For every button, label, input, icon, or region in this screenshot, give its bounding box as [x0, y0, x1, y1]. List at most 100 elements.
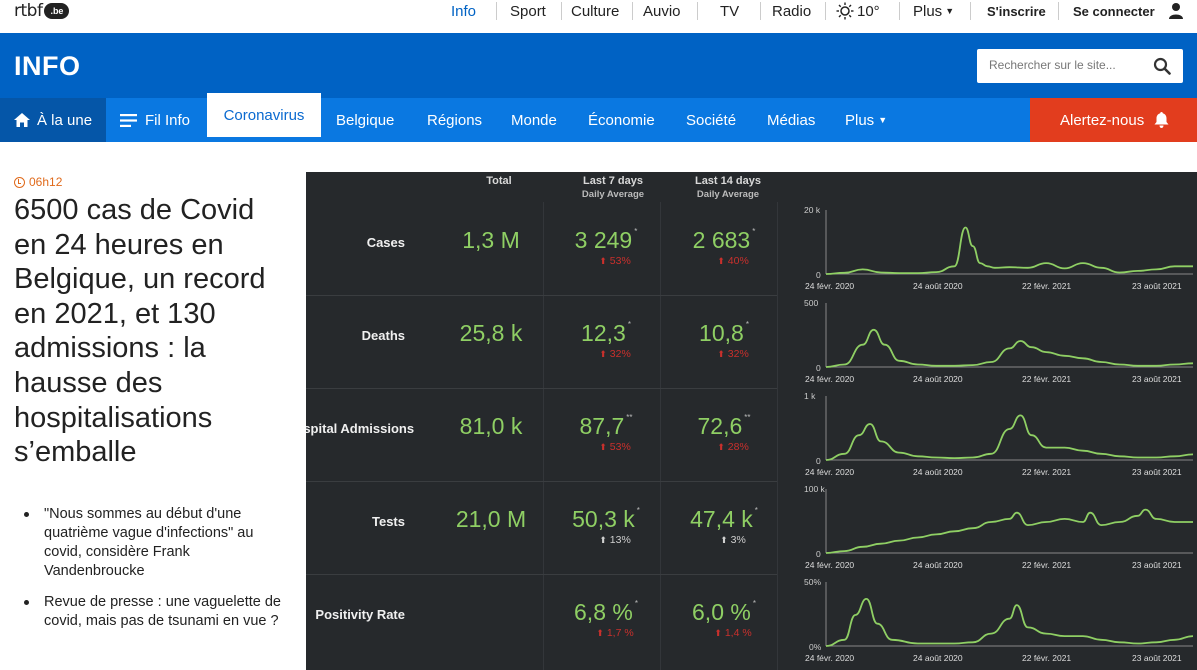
metric-change14: ⬆ 40%	[717, 255, 749, 267]
nav-belgique[interactable]: Belgique	[336, 111, 395, 129]
chart-x-label: 23 août 2021	[1132, 374, 1182, 384]
sun-icon	[836, 2, 854, 20]
chart-x-label: 22 févr. 2021	[1022, 281, 1072, 291]
top-nav-sport[interactable]: Sport	[510, 2, 546, 20]
chart-ymin: 0%	[809, 642, 822, 652]
metric-total: 1,3 M	[462, 227, 520, 253]
metric-change14: ⬆ 1,4 %	[714, 627, 752, 639]
divider	[899, 2, 900, 20]
nav-medias[interactable]: Médias	[767, 111, 816, 129]
chart-x-label: 23 août 2021	[1132, 560, 1182, 570]
top-nav-auvio[interactable]: Auvio	[643, 2, 681, 20]
top-nav-culture[interactable]: Culture	[571, 2, 620, 20]
up-arrow-icon: ⬆	[717, 442, 725, 452]
column-header-last-7: Last 7 days Daily Average	[581, 175, 645, 200]
top-nav-radio[interactable]: Radio	[772, 2, 812, 20]
divider	[970, 2, 971, 20]
top-nav-more[interactable]: Plus ▼	[913, 2, 955, 20]
chart-x-label: 24 août 2020	[913, 374, 963, 384]
metric-label: Tests	[372, 514, 405, 529]
chart-x-label: 24 févr. 2020	[805, 467, 855, 477]
nav-monde[interactable]: Monde	[511, 111, 557, 129]
metric-label: Positivity Rate	[315, 607, 405, 622]
up-arrow-icon: ⬆	[596, 628, 604, 638]
bell-icon	[1154, 112, 1169, 128]
chart-x-label: 24 févr. 2020	[805, 653, 855, 663]
column-header-last-14: Last 14 days Daily Average	[694, 175, 762, 200]
chart-series-line	[825, 328, 1194, 368]
chart-ymin: 0	[816, 363, 821, 373]
chart-x-label: 22 févr. 2021	[1022, 560, 1072, 570]
top-bar: rtbf .be Info Sport Culture Auvio TV Rad…	[0, 0, 1197, 33]
weather-widget[interactable]: 10°	[836, 0, 880, 22]
signup-link[interactable]: S'inscrire	[987, 3, 1046, 19]
covid-dashboard: Total Last 7 days Daily Average Last 14 d…	[306, 172, 1197, 670]
nav-regions[interactable]: Régions	[427, 111, 483, 129]
metric-avg7: 50,3 k *	[572, 506, 640, 532]
chart-x-label: 24 févr. 2020	[805, 374, 855, 384]
divider	[777, 202, 778, 670]
chart-x-label: 22 févr. 2021	[1022, 467, 1072, 477]
up-arrow-icon: ⬆	[717, 256, 725, 266]
nav-plus[interactable]: Plus ▼	[845, 111, 888, 129]
divider	[543, 202, 544, 670]
top-nav-tv[interactable]: TV	[720, 2, 740, 20]
chart-x-label: 24 août 2020	[913, 467, 963, 477]
nav-a-la-une[interactable]: À la une	[0, 98, 106, 142]
metric-label: Cases	[366, 235, 405, 250]
article-time: 06h12	[14, 175, 62, 189]
chart-x-label: 24 févr. 2020	[805, 560, 855, 570]
search-input[interactable]	[989, 58, 1139, 72]
chart-ymax: 500	[804, 298, 819, 308]
caret-down-icon: ▼	[945, 6, 955, 16]
related-article-link[interactable]: "Nous sommes au début d'une quatrième va…	[24, 505, 294, 581]
chart-x-label: 24 août 2020	[913, 560, 963, 570]
chart-ymin: 0	[816, 549, 821, 559]
search-icon[interactable]	[1153, 57, 1171, 75]
metric-total: 25,8 k	[459, 320, 523, 346]
login-link[interactable]: Se connecter	[1073, 3, 1155, 19]
metric-total: 21,0 M	[455, 506, 527, 532]
up-arrow-icon: ⬆	[599, 256, 607, 266]
chart-x-label: 23 août 2021	[1132, 467, 1182, 477]
metric-avg14: 47,4 k *	[690, 506, 758, 532]
metric-label: Deaths	[361, 328, 405, 343]
divider	[697, 2, 698, 20]
divider	[561, 2, 562, 20]
metric-change14: ⬆ 28%	[717, 441, 749, 453]
rtbf-logo[interactable]: rtbf .be	[14, 0, 70, 22]
related-article-link[interactable]: Revue de presse : une vaguelette de covi…	[24, 593, 294, 631]
article-headline[interactable]: 6500 cas de Covid en 24 heures en Belgiq…	[14, 194, 266, 469]
home-icon	[14, 113, 30, 127]
divider	[306, 481, 777, 482]
chart-ymax: 50%	[804, 577, 822, 587]
chart-x-label: 22 févr. 2021	[1022, 653, 1072, 663]
top-nav-info[interactable]: Info	[451, 2, 477, 20]
metric-avg7: 6,8 % *	[574, 599, 638, 625]
metric-total: 81,0 k	[459, 413, 523, 439]
nav-economie[interactable]: Économie	[588, 111, 655, 129]
chart-x-label: 24 août 2020	[913, 281, 963, 291]
related-articles: "Nous sommes au début d'une quatrième va…	[24, 505, 294, 643]
section-nav: À la une Fil Info Coronavirus Belgique R…	[0, 93, 1197, 142]
metric-change7: ⬆ 13%	[599, 534, 631, 546]
divider	[306, 388, 777, 389]
sparkline-chart	[825, 396, 1194, 461]
logo-badge: .be	[44, 3, 70, 19]
sparkline-chart	[825, 303, 1194, 368]
nav-societe[interactable]: Société	[686, 111, 737, 129]
user-icon[interactable]	[1168, 2, 1184, 19]
metric-change7: ⬆ 32%	[599, 348, 631, 360]
search-box[interactable]	[977, 49, 1183, 83]
nav-fil-info[interactable]: Fil Info	[120, 98, 190, 142]
metric-avg14: 2 683 *	[692, 227, 756, 253]
metric-change14: ⬆ 3%	[720, 534, 746, 546]
alertez-nous-button[interactable]: Alertez-nous	[1030, 98, 1197, 142]
divider	[825, 2, 826, 20]
chart-ymax: 100 k	[804, 484, 825, 494]
clock-icon	[14, 176, 25, 188]
metric-avg14: 6,0 % *	[692, 599, 756, 625]
column-header-total: Total	[486, 175, 512, 187]
metric-avg7: 3 249 *	[574, 227, 638, 253]
nav-coronavirus[interactable]: Coronavirus	[207, 93, 321, 137]
